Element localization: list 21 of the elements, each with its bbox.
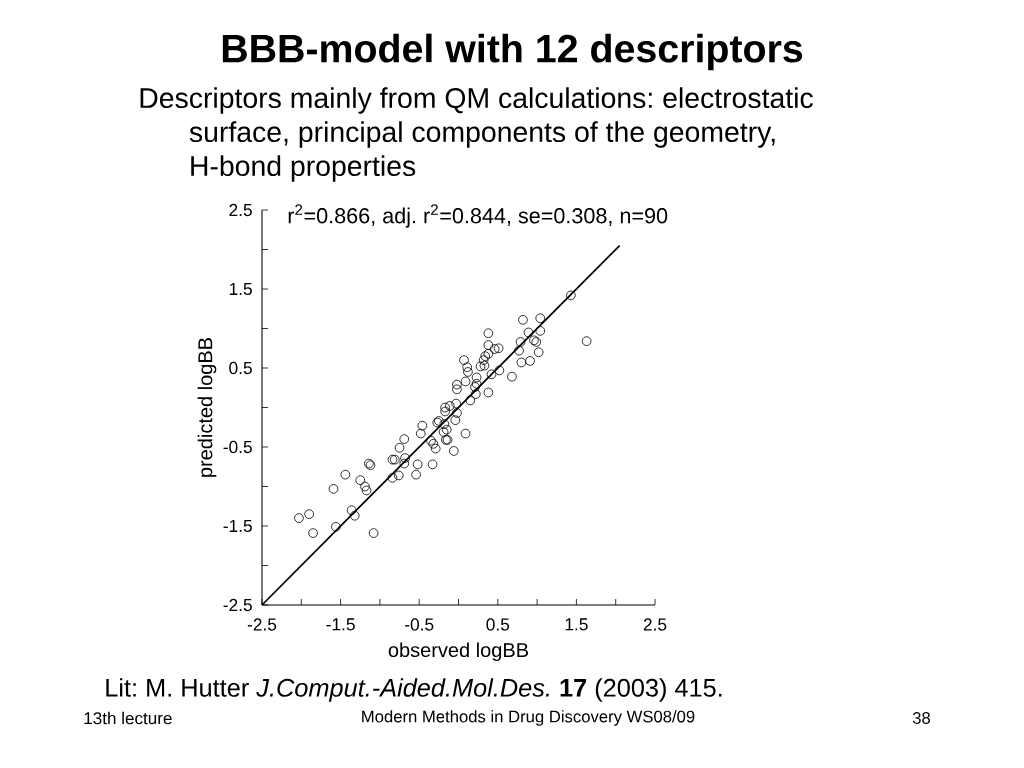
y-tick-label: -0.5 <box>223 440 252 454</box>
x-tick-label: -2.5 <box>247 618 277 631</box>
y-tick-label: -2.5 <box>223 598 252 612</box>
x-tick-label: 0.5 <box>486 618 510 631</box>
x-tick-label: -1.5 <box>326 618 355 631</box>
chart-title: BBB-model with 12 descriptors <box>222 33 803 71</box>
text: Lit: M. Hutter J.Comput.-Aided.Mol.Des. 17 (2003) 415. <box>106 678 722 702</box>
x-tick-label: 1.5 <box>565 618 588 631</box>
text: 38 <box>912 712 931 724</box>
annotation: r$^{2}$=0.866, adj. r$^{2}$=0.844, se=0.308, n=90 <box>288 204 668 228</box>
x-axis-title: observed logBB <box>388 642 529 662</box>
text: 13th lecture <box>84 711 172 725</box>
text: Modern Methods in Drug Discovery WS08/09 <box>362 710 695 726</box>
x-tick-label: 2.5 <box>643 618 667 631</box>
chart-subtitle: Descriptors mainly from QM calculations: electrostatic surface, principal components of the geometry, H-bond properties <box>140 87 813 182</box>
y-tick-label: 2.5 <box>229 203 252 217</box>
x-tick-label: -0.5 <box>405 618 434 631</box>
y-tick-label: 0.5 <box>229 361 252 375</box>
y-axis-title: predicted logBB <box>197 337 217 477</box>
y-tick-label: -1.5 <box>223 519 252 533</box>
y-tick-label: 1.5 <box>229 282 252 296</box>
